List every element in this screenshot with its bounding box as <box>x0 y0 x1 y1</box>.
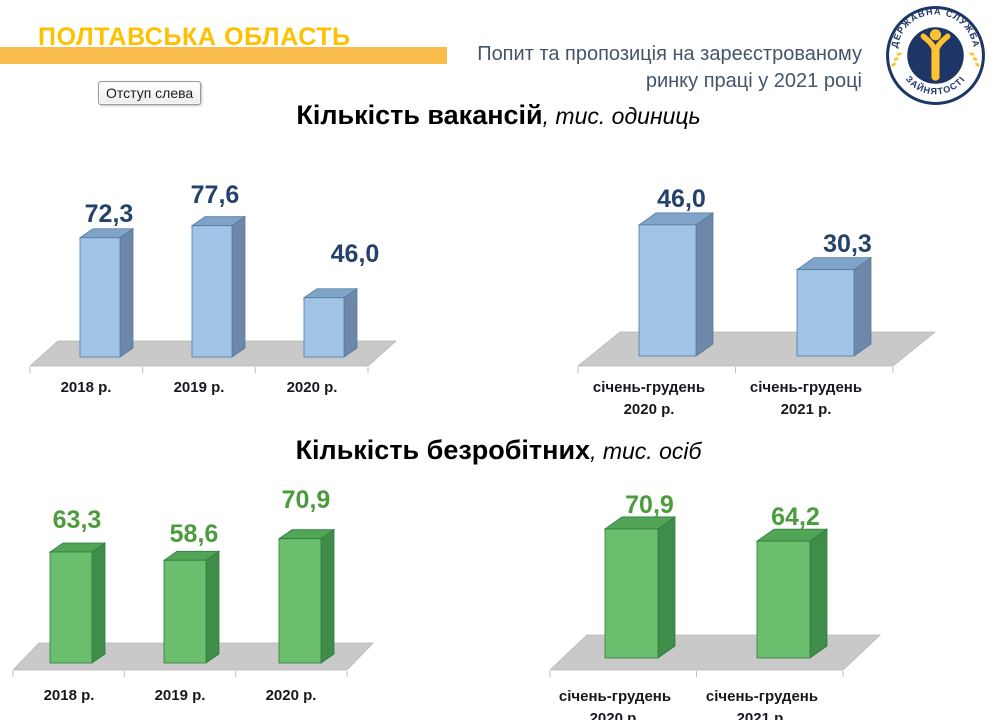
subtitle-line-1: Попит та пропозиція на зареєстрованому <box>477 43 862 65</box>
section-title-unemployed: Кількість безробітних, тис. осіб <box>0 435 997 466</box>
chart-canvas: 63,3 2018 р. 58,6 2019 р. 70,9 2020 р. <box>12 486 374 704</box>
chart-unemployed-by-year: 63,3 2018 р. 58,6 2019 р. 70,9 2020 р. <box>10 485 450 720</box>
bar-value-label: 30,3 <box>823 230 872 258</box>
axis-category-label: 2020 р. <box>287 379 338 396</box>
employment-service-logo: ДЕРЖАВНА СЛУЖБА ЗАЙНЯТОСТІ <box>886 6 985 105</box>
section-title-vacancies: Кількість вакансій, тис. одиниць <box>0 100 997 131</box>
chart-canvas: 72,3 2018 р. 77,6 2019 р. 46,0 2020 р. <box>28 181 398 396</box>
axis-category-label: січень-грудень <box>750 379 862 396</box>
bar-value-label: 70,9 <box>625 491 674 519</box>
bar-3d <box>78 227 135 358</box>
chart-floor <box>548 634 882 671</box>
axis-category-label: січень-грудень <box>593 379 705 396</box>
slide-subtitle: Попит та пропозиція на зареєстрованому р… <box>477 41 862 95</box>
bar-value-label: 58,6 <box>170 520 219 548</box>
section-title-vacancies-units: , тис. одиниць <box>542 103 701 129</box>
axis-category-label: 2019 р. <box>155 687 206 704</box>
bar-3d <box>795 256 873 357</box>
bar-3d <box>302 287 359 358</box>
axis-category-label: 2021 р. <box>737 710 788 720</box>
bar-value-label: 46,0 <box>331 240 380 268</box>
bar-3d <box>48 542 107 664</box>
chart-floor <box>576 331 937 367</box>
section-title-vacancies-main: Кількість вакансій <box>296 100 543 130</box>
axis-category-label: 2019 р. <box>174 379 225 396</box>
chart-vacancies-jan-dec: 46,0 січень-грудень 2020 р. 30,3 січень-груд… <box>545 165 995 425</box>
axis-category-label: 2020 р. <box>624 401 675 418</box>
bar-3d <box>190 215 247 358</box>
gold-accent-bar <box>0 47 447 64</box>
axis-category-label: 2021 р. <box>781 401 832 418</box>
bar-value-label: 63,3 <box>53 506 102 534</box>
person-head <box>929 29 942 41</box>
person-icon <box>920 33 951 81</box>
bar-value-label: 70,9 <box>282 486 331 514</box>
axis-category-label: 2018 р. <box>61 379 112 396</box>
axis-category-label: січень-грудень <box>559 688 671 705</box>
bar-3d <box>637 212 715 357</box>
section-title-unemployed-units: , тис. осіб <box>590 438 702 464</box>
indent-tooltip[interactable]: Отступ слева <box>98 81 202 105</box>
bar-3d <box>603 516 677 659</box>
bar-3d <box>277 528 336 664</box>
bar-value-label: 46,0 <box>657 185 706 213</box>
page-title: ПОЛТАВСЬКА ОБЛАСТЬ <box>38 22 351 51</box>
chart-canvas: 46,0 січень-грудень 2020 р. 30,3 січень-груд… <box>576 185 937 418</box>
axis-category-label: січень-грудень <box>706 688 818 705</box>
chart-vacancies-by-year: 72,3 2018 р. 77,6 2019 р. 46,0 2020 р. <box>10 165 450 425</box>
bar-value-label: 72,3 <box>85 200 134 228</box>
axis-category-label: 2018 р. <box>44 687 95 704</box>
bar-3d <box>162 550 221 664</box>
chart-canvas: 70,9 січень-грудень 2020 р. 64,2 січень-груд… <box>548 491 882 720</box>
wheat-icon <box>891 52 980 67</box>
bar-3d <box>755 528 829 659</box>
section-title-unemployed-main: Кількість безробітних <box>295 435 591 465</box>
axis-category-label: 2020 р. <box>590 710 641 720</box>
bar-value-label: 77,6 <box>191 181 240 209</box>
axis-category-label: 2020 р. <box>266 687 317 704</box>
bar-value-label: 64,2 <box>771 503 820 531</box>
subtitle-line-2: ринку праці у 2021 році <box>645 70 862 92</box>
chart-unemployed-jan-dec: 70,9 січень-грудень 2020 р. 64,2 січень-груд… <box>545 485 995 720</box>
